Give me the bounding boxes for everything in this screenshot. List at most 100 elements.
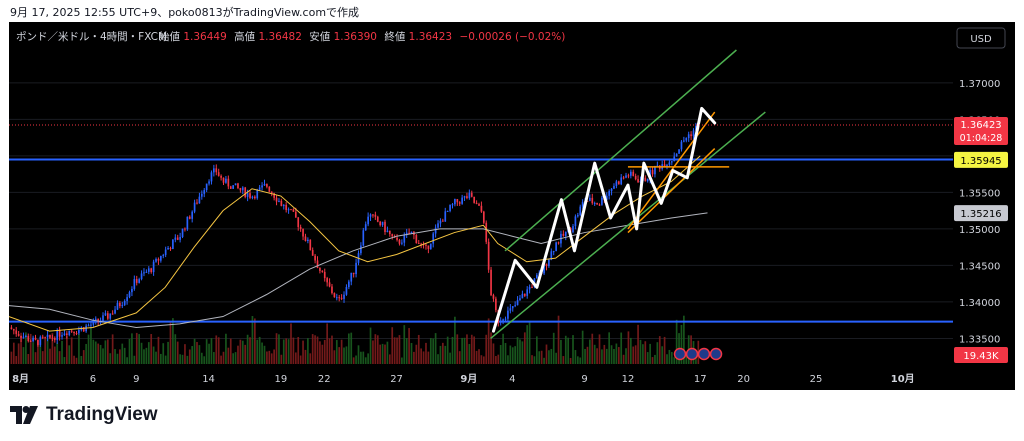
volume-bar — [184, 344, 186, 364]
price-chart[interactable]: ポンド／米ドル・4時間・FXCM 始値 1.36449 高値 1.36482 安… — [8, 22, 1015, 390]
ascending-channel-line — [490, 111, 766, 340]
candle-body — [335, 297, 338, 299]
candle-body — [152, 261, 155, 273]
volume-bar — [644, 341, 647, 364]
volume-bar — [261, 342, 263, 364]
candle-body — [239, 188, 242, 191]
candle-body — [482, 211, 485, 223]
candle-body — [613, 185, 615, 189]
volume-bar — [222, 351, 225, 364]
chart-panel[interactable]: ポンド／米ドル・4時間・FXCM 始値 1.36449 高値 1.36482 安… — [8, 22, 1015, 390]
candle-body — [133, 279, 136, 289]
volume-badge-label: 19.43K — [963, 351, 999, 362]
close-value: 1.36423 — [409, 31, 452, 43]
volume-bar — [82, 350, 85, 364]
volume-bar — [145, 347, 148, 364]
candle-body — [145, 271, 148, 273]
tradingview-logo[interactable]: TradingView — [10, 403, 158, 427]
candle-body — [232, 185, 234, 189]
volume-bar — [114, 349, 116, 364]
volume-bar — [172, 318, 174, 364]
candle-body — [27, 335, 30, 342]
candle-body — [468, 192, 471, 199]
volume-bar — [340, 339, 343, 364]
candle-body — [15, 330, 18, 334]
candle-body — [427, 245, 430, 250]
volume-bar — [480, 355, 483, 364]
x-tick-label: 10月 — [891, 373, 915, 385]
volume-bar — [131, 333, 133, 364]
volume-bar — [437, 354, 439, 364]
high-value: 1.36482 — [258, 31, 301, 43]
volume-bar — [323, 339, 326, 364]
volume-bar — [333, 350, 336, 364]
candle-body — [302, 228, 304, 237]
current-price-label: 1.36423 — [960, 120, 1001, 131]
x-tick-label: 14 — [202, 374, 215, 385]
candle-body — [410, 231, 413, 234]
volume-bar — [208, 343, 210, 364]
candle-body — [12, 329, 15, 331]
candle-body — [516, 300, 519, 306]
volume-bar — [311, 334, 314, 364]
candle-body — [634, 175, 637, 180]
candle-body — [131, 288, 133, 293]
candle-body — [51, 337, 54, 339]
candle-body — [690, 134, 692, 137]
candle-body — [601, 197, 603, 205]
volume-bar — [497, 354, 500, 364]
volume-bar — [39, 345, 42, 364]
candle-body — [53, 337, 56, 341]
volume-bar — [70, 337, 73, 364]
volume-bar — [695, 357, 697, 364]
candle-body — [68, 330, 71, 336]
candle-body — [528, 286, 531, 290]
candle-body — [299, 227, 302, 229]
volume-bar — [198, 345, 201, 364]
x-tick-label: 4 — [509, 374, 515, 385]
candle-body — [475, 202, 478, 204]
volume-bar — [85, 343, 87, 364]
candle-body — [678, 149, 680, 154]
volume-bar — [372, 340, 374, 364]
volume-bar — [232, 353, 234, 364]
candle-body — [458, 202, 461, 204]
volume-bar — [642, 344, 644, 364]
economic-event-icon — [709, 347, 723, 361]
volume-bar — [391, 327, 394, 364]
candle-body — [213, 168, 215, 173]
y-tick-label: 1.35000 — [959, 225, 1000, 236]
candle-body — [343, 294, 345, 299]
volume-bar — [357, 345, 360, 364]
candle-body — [114, 309, 116, 314]
volume-bar — [470, 334, 473, 364]
candle-body — [203, 190, 206, 194]
currency-button[interactable]: USD — [956, 27, 1006, 49]
volume-bar — [90, 328, 92, 364]
volume-bar — [673, 357, 676, 364]
time-axis — [9, 368, 1015, 390]
volume-bar — [155, 351, 157, 364]
candle-body — [644, 177, 647, 182]
volume-bar — [634, 345, 637, 364]
candle-body — [138, 279, 140, 283]
candle-body — [184, 228, 186, 230]
economic-event-icon — [673, 347, 687, 361]
candle-body — [261, 185, 263, 188]
candle-body — [437, 223, 439, 228]
volume-bar — [417, 334, 420, 364]
volume-bar — [610, 345, 613, 364]
volume-bar — [188, 349, 191, 364]
volume-bar — [398, 335, 401, 364]
volume-bar — [550, 348, 553, 364]
candle-body — [673, 156, 676, 162]
volume-bar — [536, 336, 538, 364]
volume-bar — [675, 319, 678, 364]
candle-body — [637, 179, 639, 183]
volume-bar — [294, 352, 297, 364]
candle-body — [555, 242, 557, 252]
volume-bar — [275, 333, 278, 364]
candle-body — [258, 187, 261, 190]
volume-bar — [540, 350, 543, 364]
candle-body — [352, 272, 355, 275]
